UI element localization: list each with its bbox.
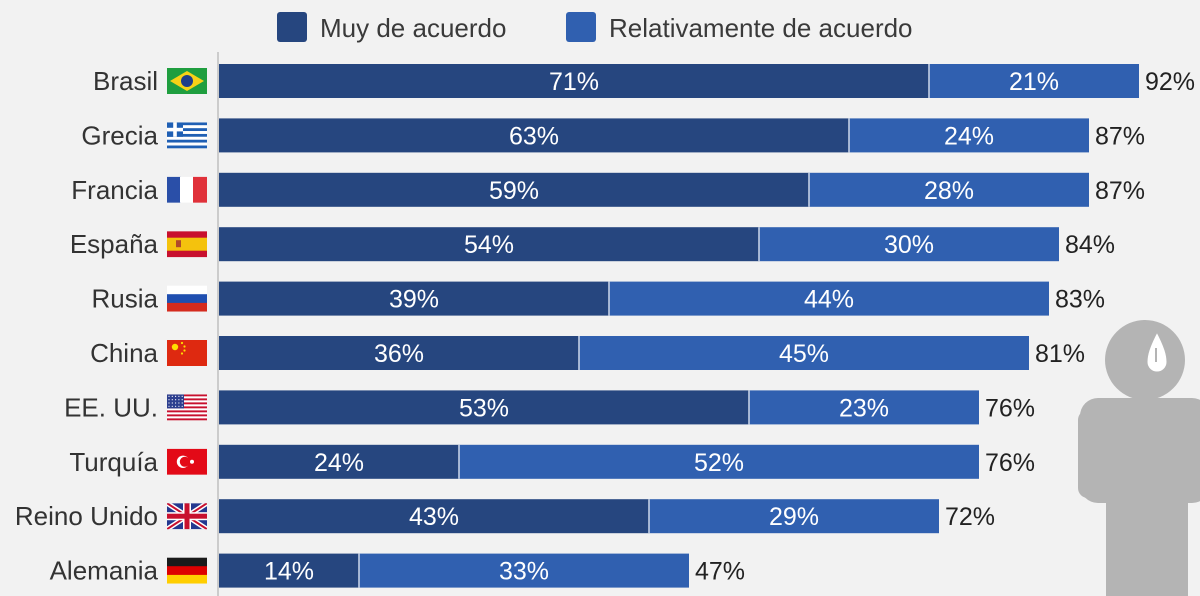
segment-value-label: 43% bbox=[409, 503, 459, 531]
segment-value-label: 36% bbox=[374, 340, 424, 368]
category-label: China bbox=[90, 338, 158, 368]
bar-row-turquia: Turquía 24% 52% 76% bbox=[69, 444, 1035, 479]
flag-usa-icon bbox=[167, 394, 207, 421]
bar-row-ee-uu: EE. UU. 53% 23% 76% bbox=[64, 390, 1035, 425]
bar-segment-muy-de-acuerdo bbox=[219, 227, 759, 262]
category-label: Alemania bbox=[50, 556, 159, 586]
bar-segment-relativamente-de-acuerdo bbox=[749, 390, 979, 425]
total-value-label: 76% bbox=[985, 449, 1035, 477]
legend: Muy de acuerdo Relativamente de acuerdo bbox=[277, 12, 913, 43]
category-label: Grecia bbox=[81, 120, 158, 150]
bar-row-espana: España 54% 30% 84% bbox=[70, 227, 1115, 262]
segment-value-label: 23% bbox=[839, 394, 889, 422]
total-value-label: 84% bbox=[1065, 231, 1115, 259]
bar-segment-relativamente-de-acuerdo bbox=[929, 64, 1139, 98]
legend-label-relativamente-de-acuerdo: Relativamente de acuerdo bbox=[609, 13, 913, 43]
category-label: Reino Unido bbox=[15, 501, 158, 531]
bar-segment-relativamente-de-acuerdo bbox=[649, 499, 939, 534]
category-label: Turquía bbox=[69, 447, 158, 477]
flag-russia-icon bbox=[167, 285, 207, 312]
bar-segment-muy-de-acuerdo bbox=[219, 64, 929, 98]
legend-swatch-muy-de-acuerdo bbox=[277, 12, 307, 42]
category-label: EE. UU. bbox=[64, 392, 158, 422]
segment-value-label: 59% bbox=[489, 177, 539, 205]
bar-rows: Brasil 71% 21% 92% Grecia 63% 24% 87% Francia 59%… bbox=[15, 64, 1195, 588]
segment-value-label: 29% bbox=[769, 503, 819, 531]
total-value-label: 76% bbox=[985, 394, 1035, 422]
segment-value-label: 24% bbox=[944, 122, 994, 150]
bar-row-alemania: Alemania 14% 33% 47% bbox=[50, 553, 745, 588]
bar-segment-relativamente-de-acuerdo bbox=[809, 172, 1089, 207]
segment-value-label: 71% bbox=[549, 68, 599, 96]
bar-row-rusia: Rusia 39% 44% 83% bbox=[92, 281, 1105, 316]
bar-row-china: China 36% 45% 81% bbox=[90, 336, 1085, 370]
segment-value-label: 28% bbox=[924, 177, 974, 205]
legend-item-muy-de-acuerdo: Muy de acuerdo bbox=[277, 12, 506, 43]
person-icon bbox=[1078, 320, 1200, 596]
segment-value-label: 39% bbox=[389, 286, 439, 314]
segment-value-label: 21% bbox=[1009, 68, 1059, 96]
segment-value-label: 52% bbox=[694, 449, 744, 477]
total-value-label: 83% bbox=[1055, 286, 1105, 314]
bar-row-grecia: Grecia 63% 24% 87% bbox=[81, 118, 1145, 153]
total-value-label: 72% bbox=[945, 503, 995, 531]
segment-value-label: 54% bbox=[464, 231, 514, 259]
flag-china-icon bbox=[167, 340, 207, 366]
segment-value-label: 30% bbox=[884, 231, 934, 259]
flag-turkey-icon bbox=[167, 448, 207, 475]
bar-segment-relativamente-de-acuerdo bbox=[359, 553, 689, 588]
bar-segment-muy-de-acuerdo bbox=[219, 553, 359, 588]
flag-greece-icon bbox=[167, 122, 207, 149]
bar-segment-muy-de-acuerdo bbox=[219, 499, 649, 534]
total-value-label: 81% bbox=[1035, 340, 1085, 368]
legend-item-relativamente-de-acuerdo: Relativamente de acuerdo bbox=[566, 12, 913, 43]
bar-segment-relativamente-de-acuerdo bbox=[459, 444, 979, 479]
category-label: España bbox=[70, 229, 159, 259]
bar-segment-muy-de-acuerdo bbox=[219, 118, 849, 153]
bar-segment-muy-de-acuerdo bbox=[219, 336, 579, 370]
bar-segment-relativamente-de-acuerdo bbox=[849, 118, 1089, 153]
total-value-label: 87% bbox=[1095, 177, 1145, 205]
bar-segment-muy-de-acuerdo bbox=[219, 444, 459, 479]
bar-segment-muy-de-acuerdo bbox=[219, 281, 609, 316]
flag-germany-icon bbox=[167, 557, 207, 584]
bar-row-brasil: Brasil 71% 21% 92% bbox=[93, 64, 1195, 98]
segment-value-label: 33% bbox=[499, 558, 549, 586]
total-value-label: 87% bbox=[1095, 122, 1145, 150]
segment-value-label: 24% bbox=[314, 449, 364, 477]
total-value-label: 92% bbox=[1145, 68, 1195, 96]
segment-value-label: 14% bbox=[264, 558, 314, 586]
total-value-label: 47% bbox=[695, 558, 745, 586]
category-label: Francia bbox=[71, 175, 158, 205]
category-label: Brasil bbox=[93, 66, 158, 96]
legend-label-muy-de-acuerdo: Muy de acuerdo bbox=[320, 13, 506, 43]
segment-value-label: 63% bbox=[509, 122, 559, 150]
bar-segment-relativamente-de-acuerdo bbox=[579, 336, 1029, 370]
legend-swatch-relativamente-de-acuerdo bbox=[566, 12, 596, 42]
flag-uk-icon bbox=[167, 503, 207, 530]
bar-segment-muy-de-acuerdo bbox=[219, 390, 749, 425]
flag-brazil-icon bbox=[167, 68, 207, 94]
bar-row-francia: Francia 59% 28% 87% bbox=[71, 172, 1145, 207]
segment-value-label: 53% bbox=[459, 394, 509, 422]
segment-value-label: 44% bbox=[804, 286, 854, 314]
bar-segment-relativamente-de-acuerdo bbox=[759, 227, 1059, 262]
flag-france-icon bbox=[167, 176, 207, 203]
category-label: Rusia bbox=[92, 284, 159, 314]
bar-segment-relativamente-de-acuerdo bbox=[609, 281, 1049, 316]
bar-row-reino-unido: Reino Unido 43% 29% 72% bbox=[15, 499, 995, 534]
flag-spain-icon bbox=[167, 231, 207, 258]
segment-value-label: 45% bbox=[779, 340, 829, 368]
bar-segment-muy-de-acuerdo bbox=[219, 172, 809, 207]
